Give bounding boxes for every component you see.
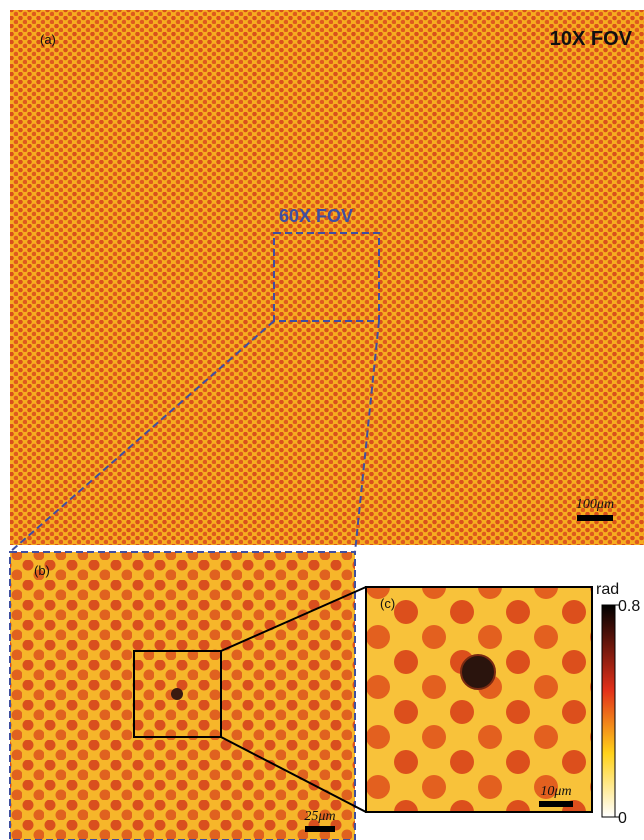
panel-c-label: (c)	[380, 596, 395, 611]
zoom-box	[133, 650, 222, 738]
target-cell	[460, 654, 496, 690]
panel-b-border	[9, 551, 356, 840]
inset-box	[273, 232, 380, 322]
scale-label: 25μm	[304, 809, 335, 824]
panel-a-cells	[10, 10, 644, 545]
panel-c-cells	[366, 587, 592, 812]
zoom-line	[220, 736, 367, 813]
scale-bar	[577, 515, 613, 521]
zoom-line	[220, 586, 367, 652]
colorbar	[601, 604, 616, 818]
panel-a-label: (a)	[40, 32, 56, 47]
zoom-line	[9, 320, 275, 553]
panel-c-border	[365, 586, 593, 813]
scale-bar	[539, 801, 573, 807]
zoom-line	[354, 320, 380, 553]
colorbar-unit: rad	[596, 581, 619, 598]
colorbar-tick-label: 0	[618, 810, 627, 827]
panel-b-label: (b)	[34, 563, 50, 578]
scale-label: 10μm	[540, 784, 571, 799]
panel-a-title: 10X FOV	[550, 28, 633, 50]
target-cell	[171, 688, 183, 700]
scale-bar	[305, 826, 335, 832]
scale-label: 100μm	[576, 497, 614, 512]
colorbar-tick-label: 0.8	[618, 598, 640, 615]
inset-title: 60X FOV	[279, 206, 353, 226]
